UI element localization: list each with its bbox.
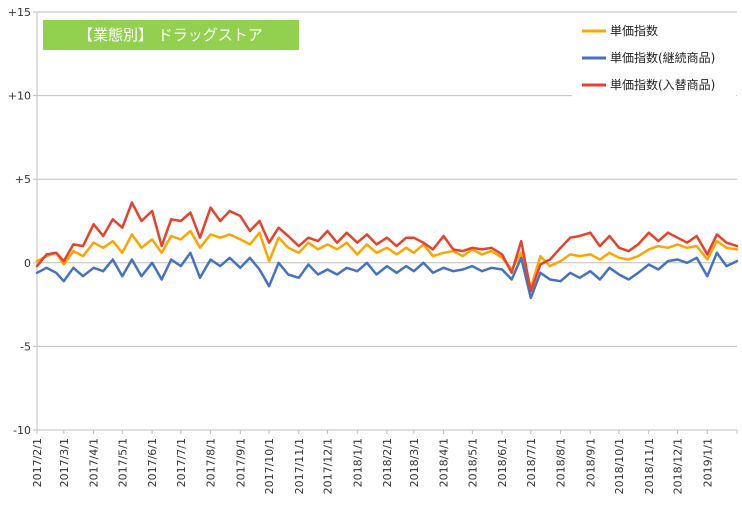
x-tick-label: 2017/6/1 [146, 438, 159, 487]
x-tick-label: 2018/12/1 [672, 438, 685, 494]
x-tick-label: 2018/8/1 [555, 438, 568, 487]
gridlines [33, 11, 738, 434]
x-tick-label: 2018/1/1 [351, 438, 364, 487]
x-tick-label: 2018/7/1 [525, 438, 538, 487]
x-tick-label: 2018/11/1 [643, 438, 656, 494]
series-line-3 [35, 201, 739, 293]
y-tick-label: -10 [13, 424, 31, 437]
x-tick-label: 2019/1/1 [701, 438, 714, 487]
title-background [43, 20, 299, 50]
x-tick-label: 2017/7/1 [175, 438, 188, 487]
y-axis-tick-labels: +15 +10 +5 0 -5 -10 [8, 6, 31, 437]
x-tick-label: 2018/9/1 [584, 438, 597, 487]
series-lines [35, 201, 739, 300]
x-tick-label: 2018/2/1 [381, 438, 394, 487]
y-tick-label: +10 [8, 90, 31, 103]
x-tick-label: 2017/2/1 [31, 438, 44, 487]
y-tick-label: 0 [24, 257, 31, 270]
y-tick-label: +5 [15, 173, 31, 186]
x-tick-label: 2018/3/1 [408, 438, 421, 487]
x-tick-label: 2017/10/1 [263, 438, 276, 494]
legend-entry: 単価指数(入替商品) [610, 77, 715, 92]
x-tick-label: 2018/5/1 [466, 438, 479, 487]
x-tick-label: 2017/8/1 [205, 438, 218, 487]
x-tick-label: 2017/5/1 [116, 438, 129, 487]
x-tick-label: 2018/6/1 [496, 438, 509, 487]
chart-title: 【業態別】 ドラッグストア [43, 20, 299, 50]
series-line-1 [35, 229, 739, 290]
legend-entry: 単価指数(継続商品) [610, 50, 715, 65]
y-tick-label: -5 [20, 340, 31, 353]
x-tick-label: 2017/3/1 [58, 438, 71, 487]
x-tick-label: 2017/4/1 [88, 438, 101, 487]
x-tick-label: 2018/4/1 [438, 438, 451, 487]
x-axis-tick-labels: 2017/2/1 2017/3/1 2017/4/1 2017/5/1 2017/6/1… [31, 438, 714, 494]
series-line-2 [35, 251, 739, 300]
legend-entry: 単価指数 [610, 23, 658, 38]
x-tick-label: 2017/12/1 [322, 438, 335, 494]
y-tick-label: +15 [8, 6, 31, 19]
x-tick-label: 2017/11/1 [293, 438, 306, 494]
title-text: 【業態別】 ドラッグストア [78, 26, 263, 44]
x-tick-label: 2018/10/1 [613, 438, 626, 494]
x-tick-label: 2017/9/1 [234, 438, 247, 487]
